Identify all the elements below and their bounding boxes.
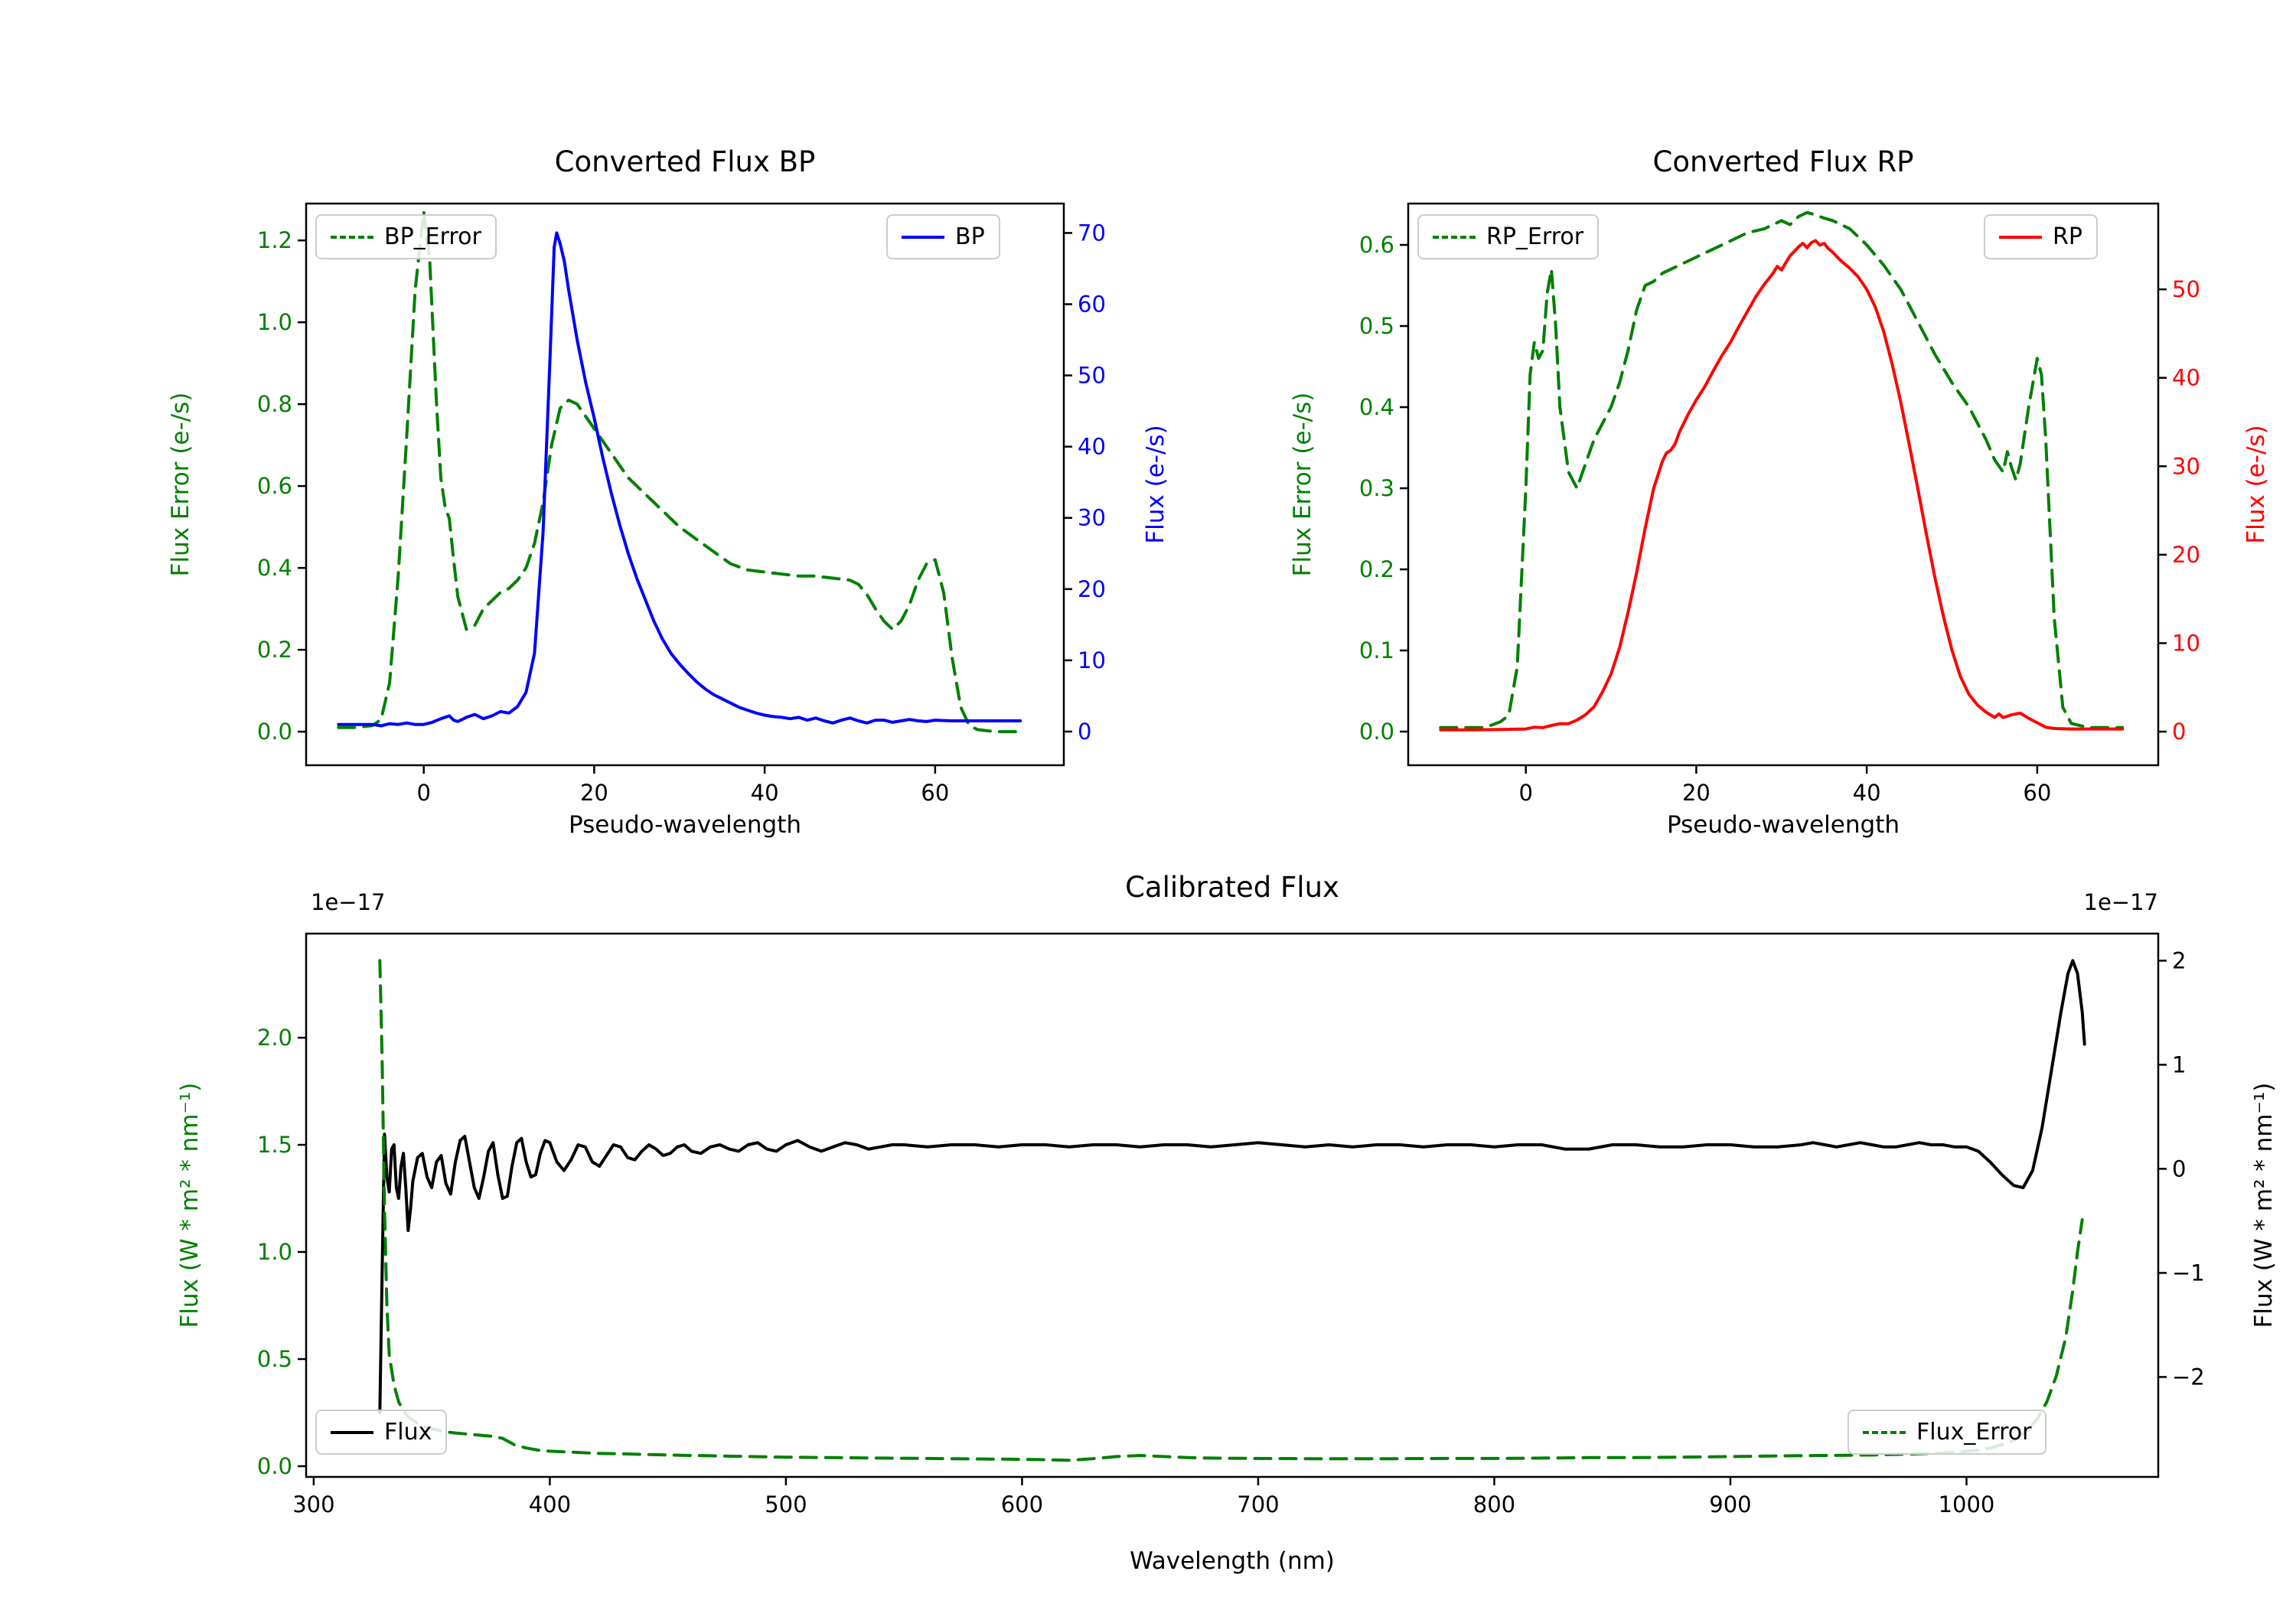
x-tick-label: 600 [1001, 1491, 1043, 1517]
rp-xlabel: Pseudo-wavelength [1666, 811, 1900, 839]
y-tick-label: 50 [1078, 363, 1106, 389]
bp-line [337, 231, 1022, 728]
rp-ylabel-right: Flux (e-/s) [2242, 425, 2270, 544]
y-tick-label: 0 [1078, 719, 1091, 745]
x-tick-label: 900 [1709, 1491, 1751, 1517]
x-tick-label: 60 [2023, 780, 2051, 806]
legend-label: Flux_Error [1916, 1419, 2032, 1446]
x-tick-label: 60 [921, 780, 949, 806]
bp-ylabel-right: Flux (e-/s) [1142, 425, 1169, 544]
y-tick-label: −1 [2172, 1260, 2205, 1286]
rp-line [1439, 239, 2125, 732]
y-tick-label: 0.2 [1359, 556, 1394, 582]
y-tick-label: 0.1 [1359, 637, 1394, 663]
y-tick-label: 0.0 [257, 1453, 292, 1479]
x-tick-label: 500 [765, 1491, 807, 1517]
bp-legend: BP [886, 214, 1000, 259]
legend-label: BP_Error [384, 223, 481, 250]
y-tick-label: 2 [2172, 947, 2186, 973]
bp-chart-title: Converted Flux BP [554, 145, 816, 178]
y-tick-label: 1.2 [257, 227, 292, 253]
rp-legend: RP [1984, 214, 2098, 259]
y-tick-label: 0.0 [257, 719, 292, 745]
x-tick-label: 40 [751, 780, 779, 806]
bp-xlabel: Pseudo-wavelength [568, 811, 801, 839]
calibrated-ylabel-left: Flux (W * m² * nm⁻¹) [176, 1082, 204, 1328]
y-tick-label: 60 [1078, 292, 1106, 318]
legend-label: Flux [384, 1419, 432, 1446]
y-tick-label: 0.3 [1359, 475, 1394, 501]
calibrated-xlabel: Wavelength (nm) [1130, 1547, 1335, 1575]
y-tick-label: 0.2 [257, 637, 292, 663]
y-tick-label: 10 [1078, 647, 1106, 673]
x-tick-label: 0 [1518, 780, 1532, 806]
axes-frame [305, 202, 1065, 767]
y-tick-label: 0.5 [257, 1346, 292, 1372]
flux-error-line-sample [1863, 1430, 1906, 1434]
y-tick-label: 1.0 [257, 1239, 292, 1265]
x-tick-label: 40 [1853, 780, 1881, 806]
bp-ylabel-left: Flux Error (e-/s) [167, 392, 194, 577]
rp-error-line-sample [1433, 235, 1476, 239]
y-tick-label: 0.4 [1359, 394, 1394, 420]
y-tick-label: 0.5 [1359, 313, 1394, 339]
flux-error-line [378, 959, 2084, 1462]
y-tick-label: 30 [2172, 453, 2200, 479]
x-tick-label: 700 [1237, 1491, 1279, 1517]
axes-frame [1407, 202, 2160, 767]
y-tick-label: 40 [2172, 365, 2200, 391]
flux-error-legend: Flux_Error [1848, 1410, 2047, 1455]
y-tick-label: 1.0 [257, 309, 292, 335]
left-axis-offset-text: 1e−17 [311, 889, 386, 915]
calibrated-chart-title: Calibrated Flux [1125, 871, 1339, 904]
y-tick-label: 0 [2172, 1156, 2186, 1182]
calibrated-ylabel-right: Flux (W * m² * nm⁻¹) [2250, 1082, 2278, 1328]
x-tick-label: 20 [580, 780, 608, 806]
y-tick-label: 1 [2172, 1051, 2186, 1077]
x-tick-label: 800 [1473, 1491, 1515, 1517]
y-tick-label: −2 [2172, 1364, 2205, 1390]
y-tick-label: 50 [2172, 276, 2200, 302]
rp-error-line [1439, 210, 2125, 729]
bp-error-line-sample [331, 235, 373, 239]
y-tick-label: 20 [1078, 576, 1106, 602]
legend-label: BP [955, 223, 985, 250]
y-tick-label: 1.5 [257, 1132, 292, 1158]
legend-label: RP [2053, 223, 2082, 250]
y-tick-label: 0.6 [257, 473, 292, 499]
y-tick-label: 70 [1078, 220, 1106, 246]
x-tick-label: 300 [292, 1491, 334, 1517]
x-tick-label: 1000 [1939, 1491, 1995, 1517]
y-tick-label: 0.4 [257, 555, 292, 581]
y-tick-label: 40 [1078, 434, 1106, 460]
y-tick-label: 0.8 [257, 391, 292, 417]
right-axis-offset-text: 1e−17 [2083, 889, 2159, 915]
rp-line-sample [1999, 235, 2042, 239]
legend-label: RP_Error [1486, 223, 1584, 250]
y-tick-label: 30 [1078, 505, 1106, 531]
rp-error-legend: RP_Error [1417, 214, 1600, 259]
flux-line-sample [331, 1430, 373, 1434]
bp-error-legend: BP_Error [315, 214, 497, 259]
y-tick-label: 0.0 [1359, 719, 1394, 745]
y-tick-label: 2.0 [257, 1025, 292, 1051]
x-tick-label: 0 [416, 780, 430, 806]
bp-error-line [337, 210, 1022, 734]
rp-ylabel-left: Flux Error (e-/s) [1289, 392, 1316, 577]
y-tick-label: 0.6 [1359, 232, 1394, 258]
x-tick-label: 20 [1682, 780, 1711, 806]
x-tick-label: 400 [529, 1491, 571, 1517]
rp-chart-title: Converted Flux RP [1652, 145, 1914, 178]
y-tick-label: 10 [2172, 630, 2200, 656]
bp-line-sample [902, 235, 944, 239]
flux-legend: Flux [315, 1410, 448, 1455]
axes-frame [305, 932, 2160, 1478]
y-tick-label: 20 [2172, 542, 2200, 568]
y-tick-label: 0 [2172, 719, 2186, 745]
flux-line [378, 959, 2086, 1414]
